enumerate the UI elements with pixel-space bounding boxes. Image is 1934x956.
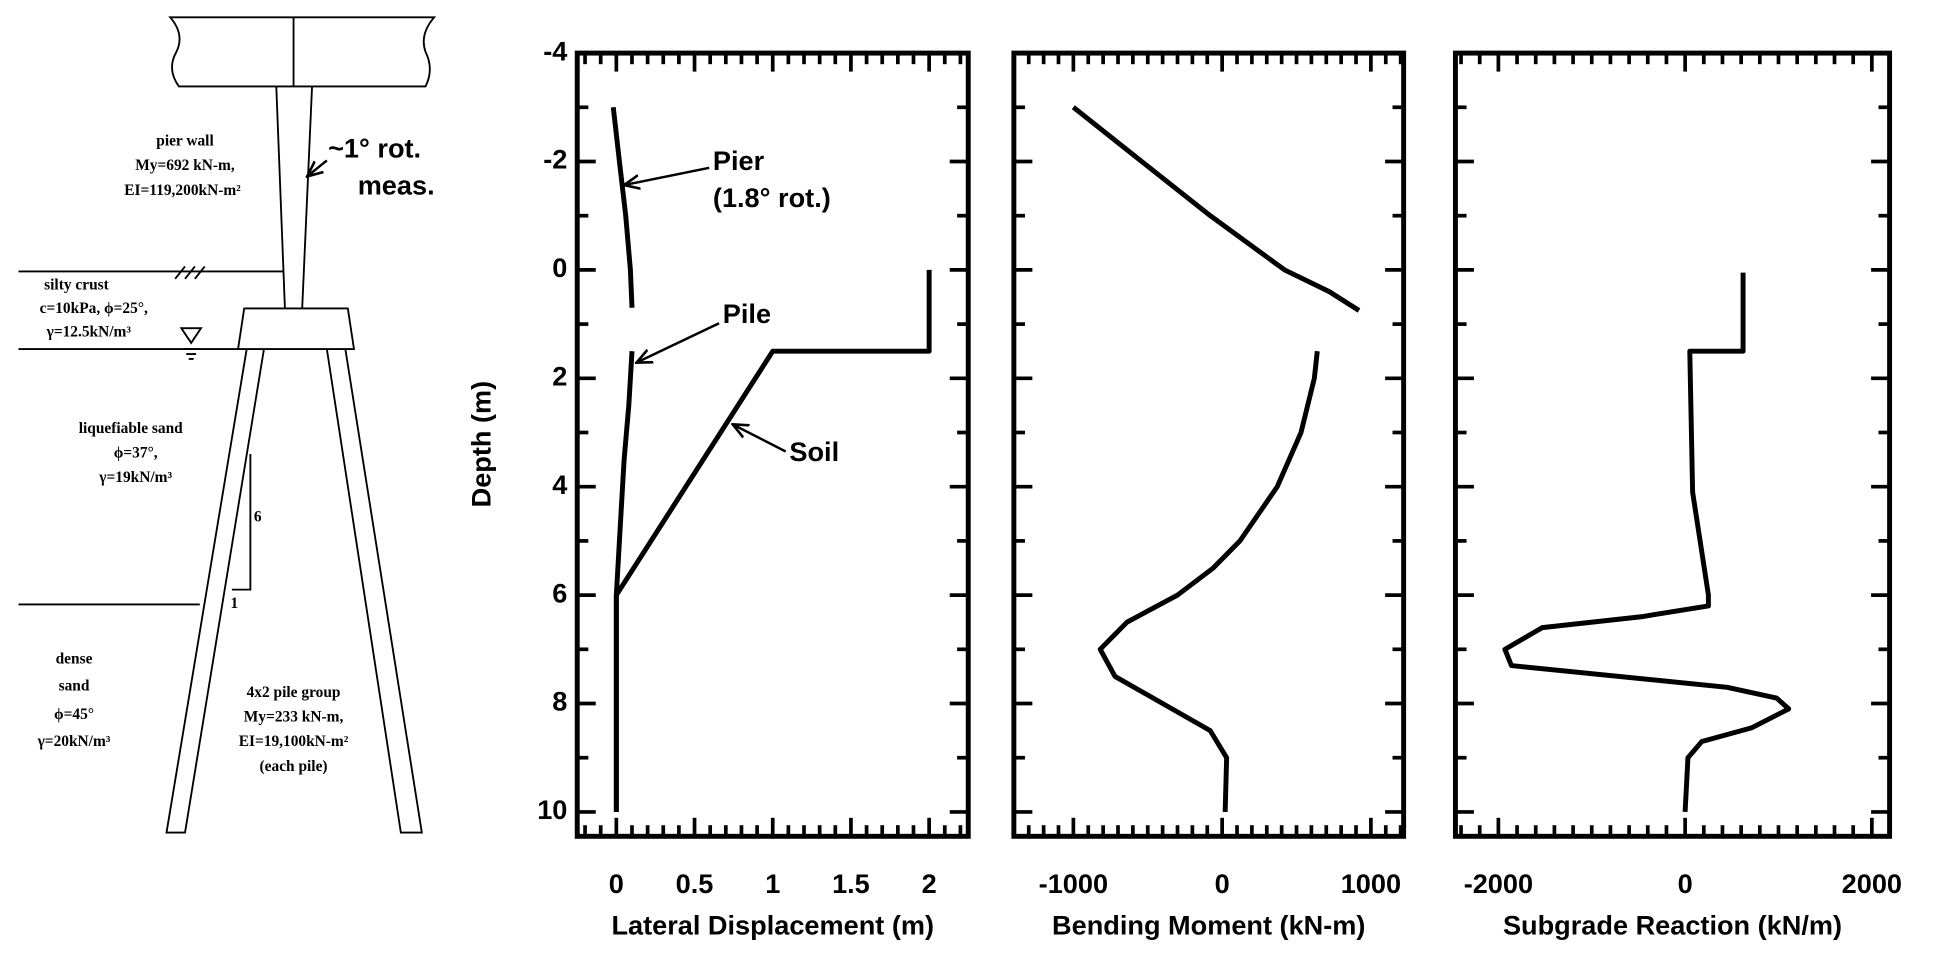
x-tick-label: 0	[1678, 868, 1693, 899]
label: EI=119,200kN-m²	[124, 182, 241, 199]
series-label: Soil	[789, 436, 839, 467]
plot-frame	[1452, 50, 1893, 839]
label: (each pile)	[260, 758, 328, 775]
label: γ=19kN/m³	[98, 469, 172, 486]
hatch	[174, 265, 206, 280]
label: My=692 kN-m,	[135, 157, 235, 174]
water-symbol	[179, 327, 203, 360]
y-tick-label: 2	[552, 360, 567, 391]
x-tick-label: 0.5	[676, 868, 714, 899]
x-axis-label: Bending Moment (kN-m)	[1052, 910, 1365, 941]
label: ~1° rot.	[328, 133, 421, 164]
pile-diagram	[18, 16, 437, 834]
x-tick-label: 2	[922, 868, 937, 899]
y-tick-label: 10	[537, 794, 567, 825]
plot-frame	[574, 50, 971, 839]
data-line	[1097, 350, 1320, 812]
y-tick-label: 4	[552, 469, 567, 500]
series-note: (1.8° rot.)	[713, 182, 831, 213]
arrow	[636, 322, 720, 362]
series-label: Pier	[713, 145, 765, 176]
data-line	[613, 269, 932, 812]
label: c=10kPa, ϕ=25°,	[40, 300, 148, 317]
label: sand	[59, 678, 90, 695]
label: γ=12.5kN/m³	[46, 324, 132, 341]
label: 6	[254, 509, 262, 526]
label: pier wall	[156, 132, 214, 149]
y-tick-label: -4	[543, 35, 567, 66]
series-label: Pile	[723, 298, 771, 329]
y-tick-label: 6	[552, 577, 567, 608]
arrow	[733, 424, 787, 453]
label: liquefiable sand	[79, 420, 183, 437]
data-line	[1071, 105, 1361, 313]
x-tick-label: 2000	[1842, 868, 1902, 899]
x-tick-label: 0	[1215, 868, 1230, 899]
label: silty crust	[44, 277, 109, 294]
label: 1	[230, 595, 238, 612]
label: 4x2 pile group	[247, 684, 341, 701]
label: My=233 kN-m,	[244, 708, 344, 725]
pile-cap	[236, 307, 356, 351]
label: γ=20kN/m³	[37, 733, 111, 750]
x-axis-label: Subgrade Reaction (kN/m)	[1503, 910, 1842, 941]
pier-wall	[275, 85, 314, 310]
pile	[325, 348, 423, 834]
y-tick-label: 0	[552, 252, 567, 283]
data-line	[1502, 272, 1792, 813]
label: dense	[56, 650, 93, 667]
x-tick-label: -2000	[1464, 868, 1533, 899]
label: EI=19,100kN-m²	[239, 733, 349, 750]
slope-triangle	[231, 453, 252, 591]
deck	[168, 16, 437, 88]
arrow	[624, 166, 710, 185]
x-tick-label: -1000	[1039, 868, 1108, 899]
x-tick-label: 1.5	[832, 868, 870, 899]
x-tick-label: 1000	[1341, 868, 1401, 899]
y-tick-label: -2	[543, 144, 567, 175]
x-tick-label: 0	[609, 868, 624, 899]
data-line	[610, 106, 635, 308]
label: meas.	[358, 170, 435, 201]
label: ϕ=37°,	[114, 444, 158, 461]
y-axis-label: Depth (m)	[466, 381, 497, 508]
plot-frame	[1011, 50, 1407, 839]
x-axis-label: Lateral Displacement (m)	[611, 910, 934, 941]
arrow	[307, 159, 328, 176]
x-tick-label: 1	[765, 868, 780, 899]
y-tick-label: 8	[552, 686, 567, 717]
label: ϕ=45°	[54, 706, 94, 723]
